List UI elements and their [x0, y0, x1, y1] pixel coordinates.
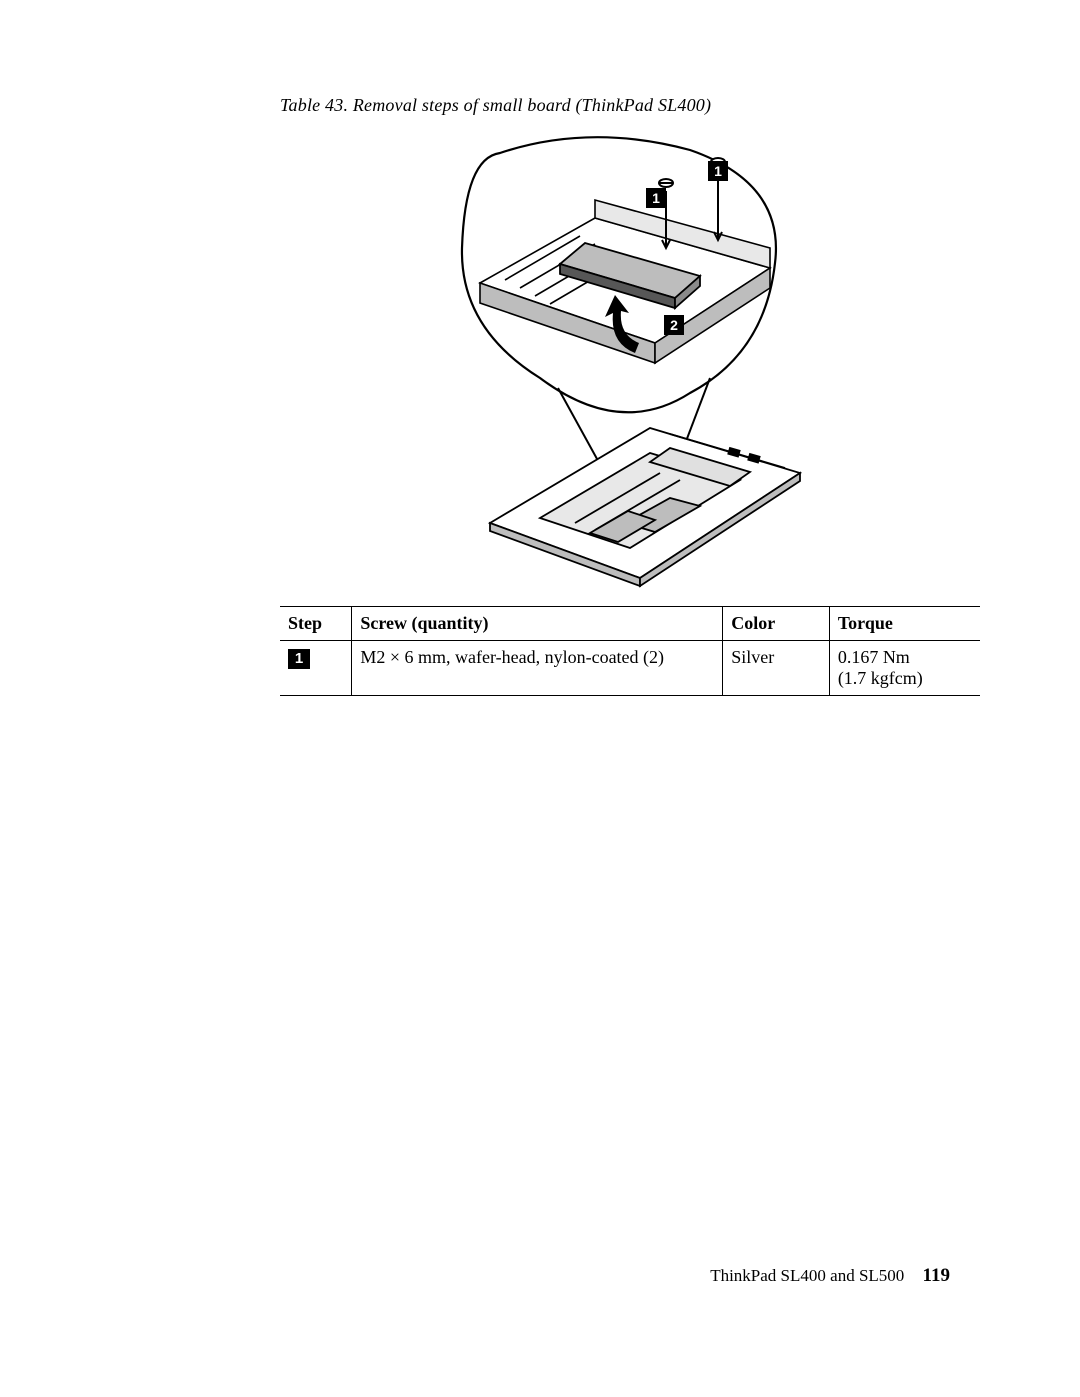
- th-screw: Screw (quantity): [352, 607, 723, 641]
- callout-2: 2: [664, 315, 684, 335]
- footer-text: ThinkPad SL400 and SL500: [710, 1266, 904, 1285]
- td-color: Silver: [723, 641, 830, 696]
- manual-page: Table 43. Removal steps of small board (…: [0, 0, 1080, 1397]
- page-number: 119: [923, 1265, 950, 1286]
- table-header-row: Step Screw (quantity) Color Torque: [280, 607, 980, 641]
- th-color: Color: [723, 607, 830, 641]
- page-footer: ThinkPad SL400 and SL500 119: [710, 1265, 950, 1287]
- th-torque: Torque: [829, 607, 980, 641]
- table-row: 1 M2 × 6 mm, wafer-head, nylon-coated (2…: [280, 641, 980, 696]
- step-badge: 1: [288, 649, 310, 669]
- torque-sub: (1.7 kgfcm): [838, 668, 972, 689]
- callout-1a: 1: [708, 161, 728, 181]
- th-step: Step: [280, 607, 352, 641]
- torque-main: 0.167 Nm: [838, 647, 910, 667]
- diagram-svg: [370, 128, 870, 588]
- screw-table: Step Screw (quantity) Color Torque 1 M2 …: [280, 606, 980, 696]
- table-caption: Table 43. Removal steps of small board (…: [280, 95, 960, 116]
- td-step: 1: [280, 641, 352, 696]
- td-torque: 0.167 Nm (1.7 kgfcm): [829, 641, 980, 696]
- removal-diagram: 1 1 2: [370, 128, 870, 588]
- callout-1b: 1: [646, 188, 666, 208]
- td-screw: M2 × 6 mm, wafer-head, nylon-coated (2): [352, 641, 723, 696]
